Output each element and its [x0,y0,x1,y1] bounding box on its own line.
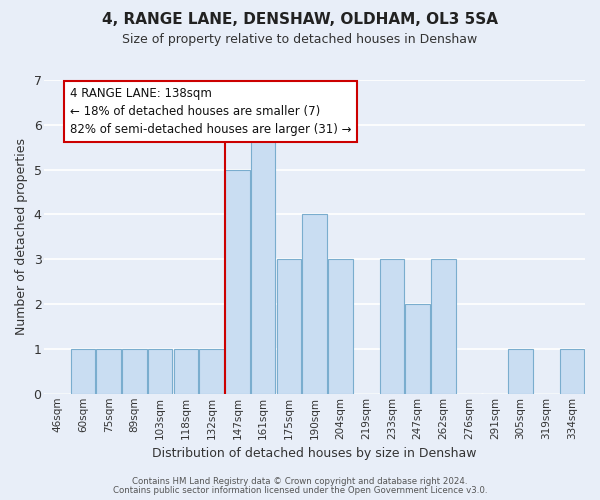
Bar [251,125,275,394]
Bar [406,304,430,394]
Bar [148,349,172,394]
Bar [560,349,584,394]
Text: Contains HM Land Registry data © Crown copyright and database right 2024.: Contains HM Land Registry data © Crown c… [132,477,468,486]
Text: Size of property relative to detached houses in Denshaw: Size of property relative to detached ho… [122,32,478,46]
Text: Contains public sector information licensed under the Open Government Licence v3: Contains public sector information licen… [113,486,487,495]
Bar [225,170,250,394]
Bar [277,260,301,394]
Bar [174,349,198,394]
Bar [71,349,95,394]
Bar [380,260,404,394]
Bar [431,260,455,394]
Bar [199,349,224,394]
Text: 4, RANGE LANE, DENSHAW, OLDHAM, OL3 5SA: 4, RANGE LANE, DENSHAW, OLDHAM, OL3 5SA [102,12,498,28]
Bar [97,349,121,394]
Bar [122,349,146,394]
Bar [328,260,353,394]
Text: 4 RANGE LANE: 138sqm
← 18% of detached houses are smaller (7)
82% of semi-detach: 4 RANGE LANE: 138sqm ← 18% of detached h… [70,86,352,136]
Bar [302,214,327,394]
X-axis label: Distribution of detached houses by size in Denshaw: Distribution of detached houses by size … [152,447,477,460]
Y-axis label: Number of detached properties: Number of detached properties [15,138,28,336]
Bar [508,349,533,394]
